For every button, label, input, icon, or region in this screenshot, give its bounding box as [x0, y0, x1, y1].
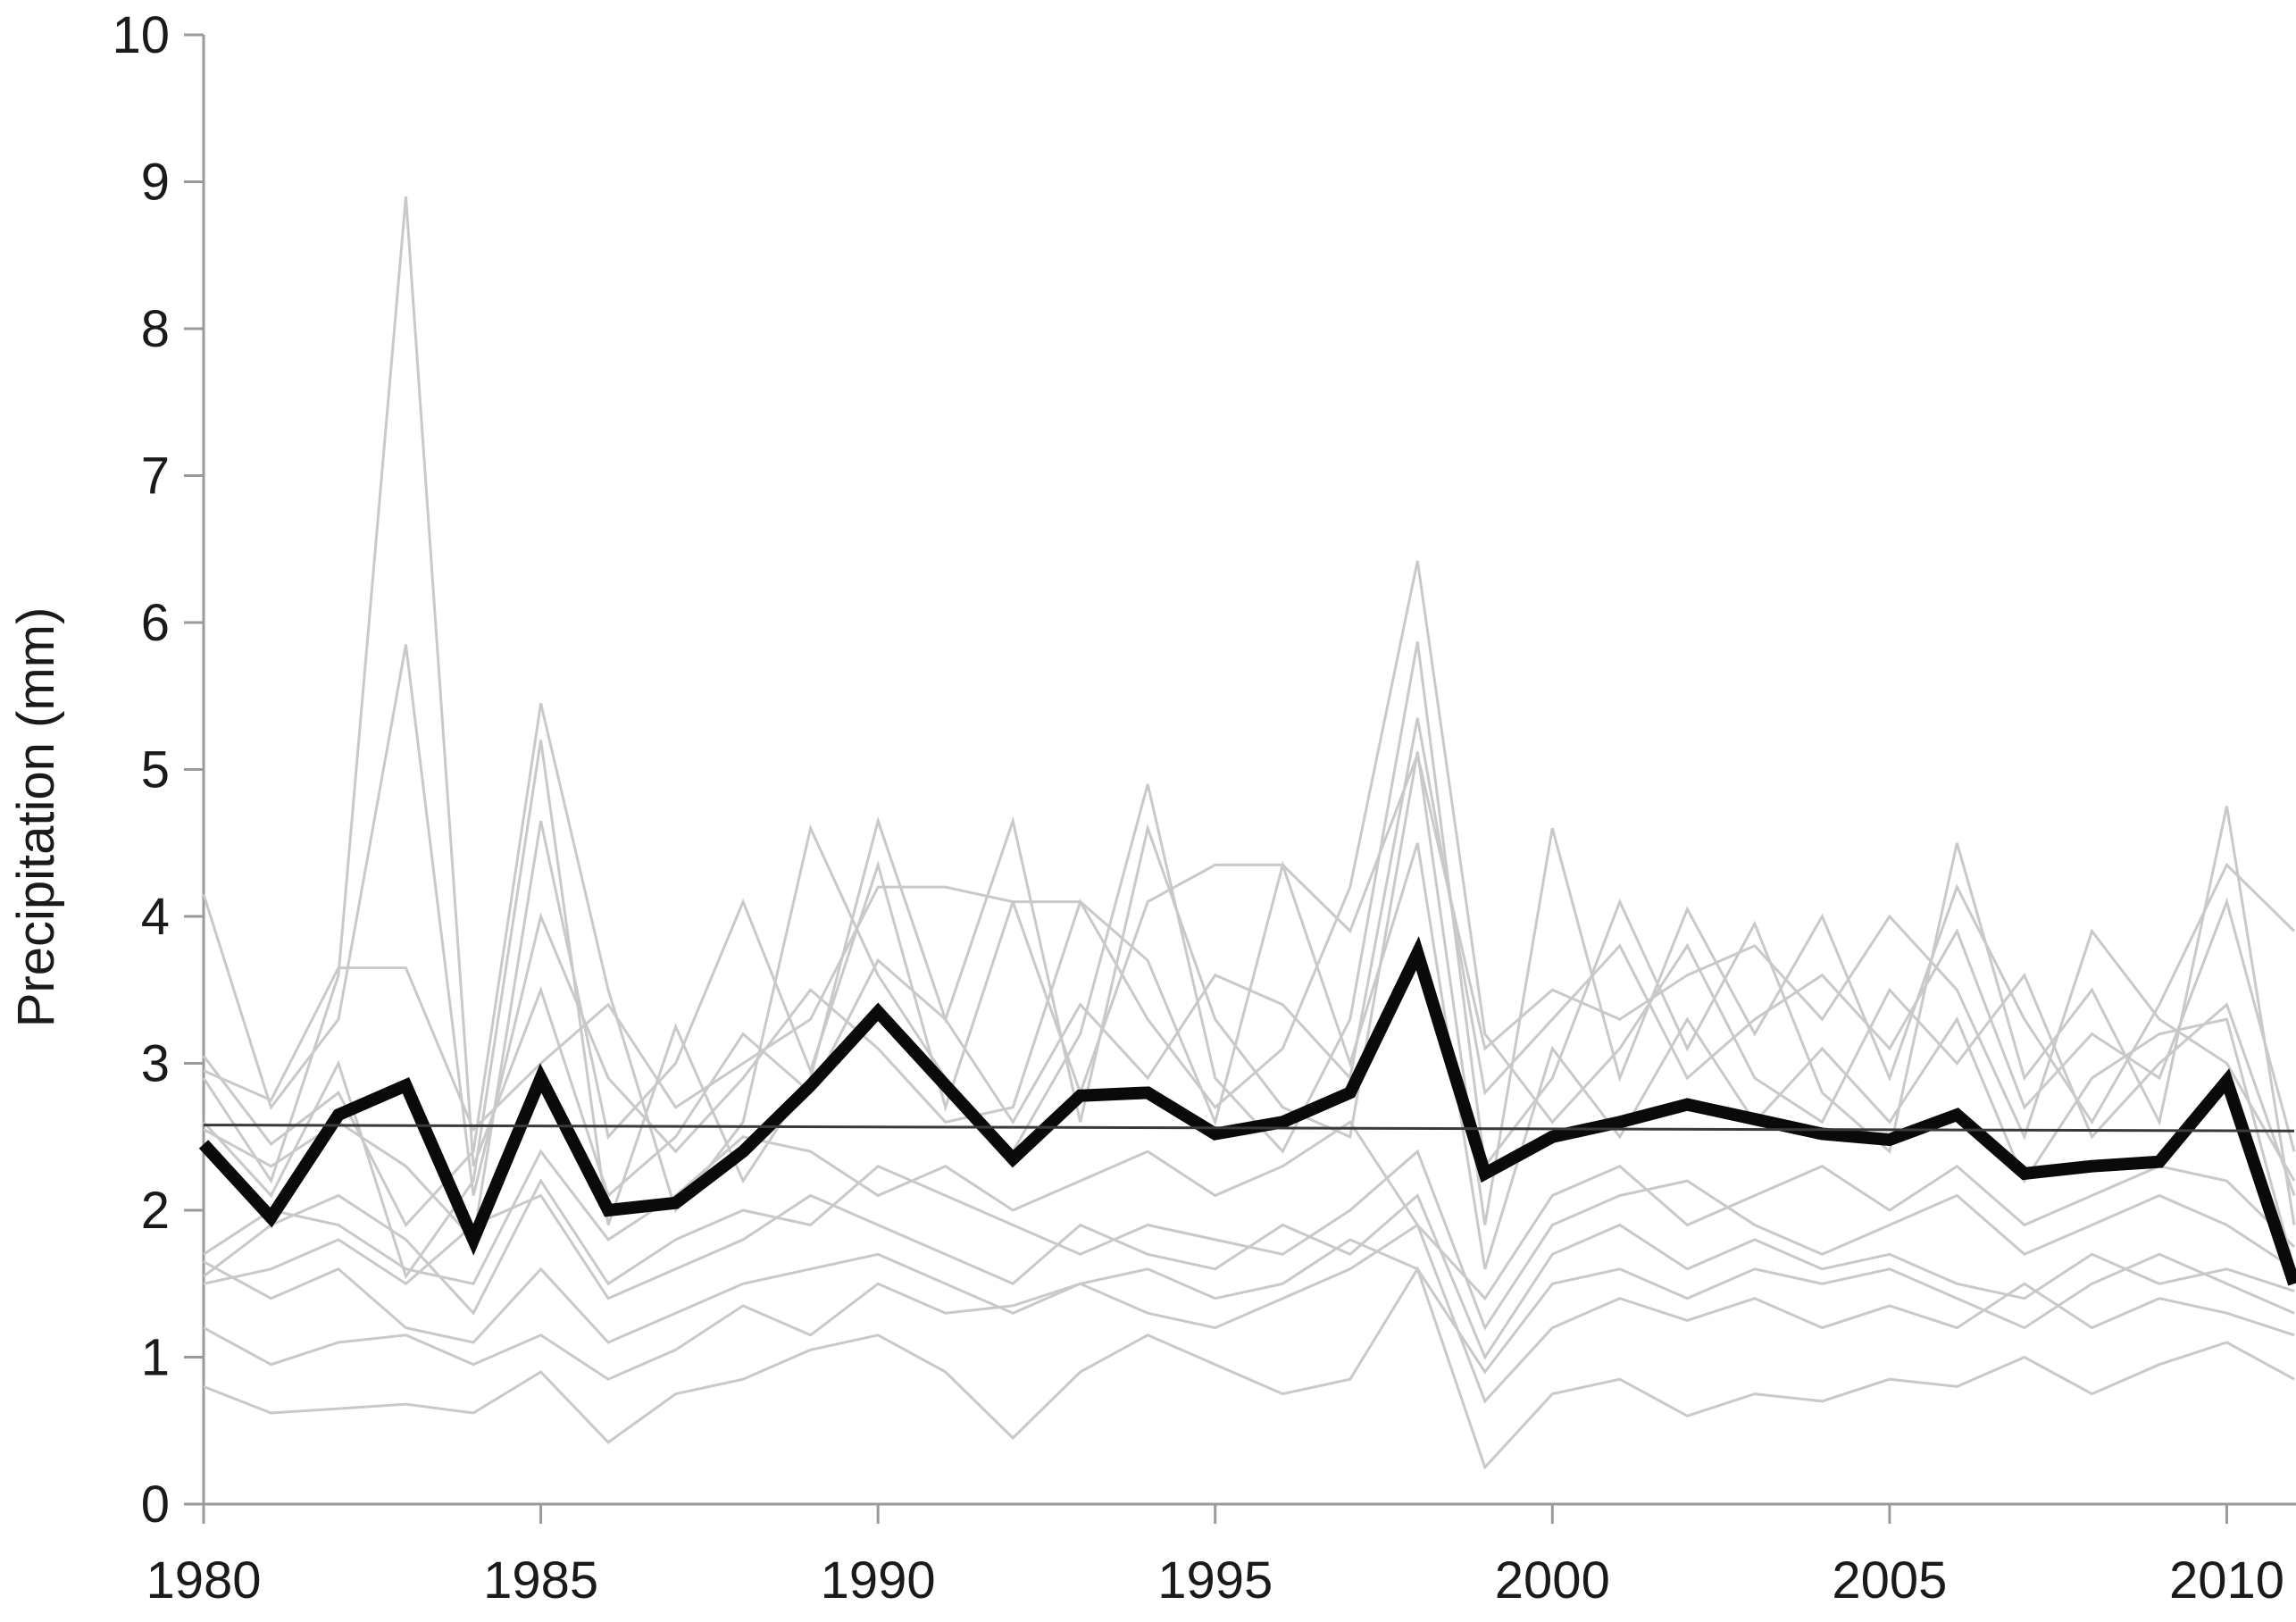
- series-ensemble-member-7: [203, 1120, 2296, 1301]
- y-axis-title: Precipitation (mm): [7, 607, 65, 1028]
- y-tick-label: 0: [141, 1476, 170, 1534]
- y-tick-label: 5: [141, 741, 170, 799]
- series-ensemble-member-10: [203, 1223, 2295, 1404]
- series-trend-line: [203, 1124, 2295, 1133]
- x-tick-label: 1995: [1157, 1551, 1273, 1609]
- series-ensemble-member-3: [202, 641, 2296, 1228]
- y-tick-label: 4: [141, 888, 170, 946]
- y-tick-label: 1: [141, 1329, 170, 1387]
- x-tick-label: 2000: [1495, 1551, 1610, 1609]
- series-ensemble-member-11: [203, 1238, 2295, 1375]
- series-ensemble-member-5: [203, 749, 2296, 1182]
- x-tick-label: 1985: [483, 1551, 598, 1609]
- y-tick-label: 3: [141, 1035, 170, 1093]
- series-ensemble-member-2: [202, 560, 2296, 1196]
- series-ensemble-member-9: [203, 1193, 2295, 1360]
- series-ensemble-member-1: [202, 196, 2296, 1199]
- y-tick-label: 8: [141, 300, 170, 358]
- y-tick-label: 9: [141, 154, 170, 212]
- series-ensemble-member-12: [203, 1266, 2295, 1470]
- x-tick-label: 1990: [821, 1551, 936, 1609]
- x-tick-label: 1980: [146, 1551, 261, 1609]
- series-ensemble-member-4: [202, 740, 2296, 1280]
- y-tick-label: 10: [112, 6, 170, 64]
- y-tick-label: 6: [141, 594, 170, 652]
- x-tick-label: 2005: [1832, 1551, 1947, 1609]
- y-tick-label: 2: [141, 1182, 170, 1240]
- x-tick-label: 2010: [2169, 1551, 2284, 1609]
- series-ensemble-member-8: [203, 1149, 2295, 1331]
- series-ensemble-member-6: [203, 820, 2296, 1270]
- y-tick-label: 7: [141, 447, 170, 506]
- series-ensemble-mean: [198, 935, 2296, 1286]
